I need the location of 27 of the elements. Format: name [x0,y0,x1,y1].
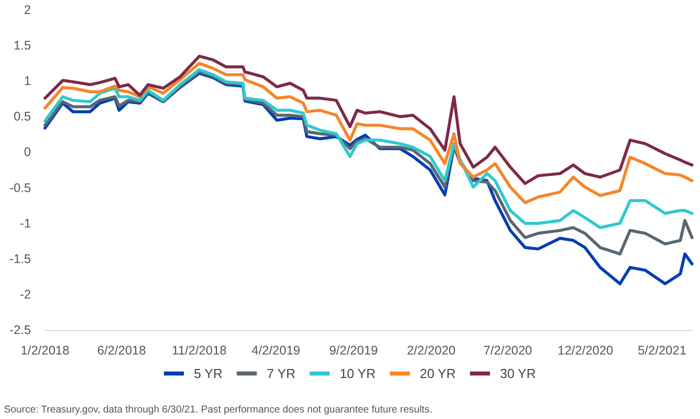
source-note: Source: Treasury.gov, data through 6/30/21. Past performance does not guarantee future results. [4,404,432,416]
y-tick-label: 2 [24,3,32,17]
y-tick-label: -1 [20,216,32,230]
x-tick-label: 7/2/2020 [483,344,532,358]
y-tick-label: 1.5 [14,38,32,53]
x-tick-label: 5/2/2021 [638,344,686,358]
y-tick-label: 0 [24,145,32,160]
x-tick-label: 4/2/2019 [252,344,300,358]
legend-label: 30 YR [500,366,536,381]
x-tick-label: 6/2/2018 [97,344,146,358]
y-tick-label: -1.5 [9,252,32,266]
line-series [44,54,694,186]
y-tick-label: -2.5 [9,323,32,337]
x-tick-label: 12/2/2020 [558,344,614,358]
y-tick-label: -2 [20,287,32,302]
legend-label: 20 YR [420,366,456,381]
x-tick-label: 2/2/2020 [406,344,456,358]
legend-label: 7 YR [266,366,296,381]
legend-label: 5 YR [194,366,223,381]
line-series [44,62,694,204]
y-tick-label: 1 [24,74,32,88]
x-tick-label: 9/2/2019 [329,344,378,358]
y-tick-label: 0.5 [14,110,32,124]
y-tick-label: -0.5 [9,180,32,195]
x-tick-label: 1/2/2018 [20,344,70,358]
x-tick-label: 11/2/2018 [172,344,227,358]
legend-label: 10 YR [340,366,376,381]
